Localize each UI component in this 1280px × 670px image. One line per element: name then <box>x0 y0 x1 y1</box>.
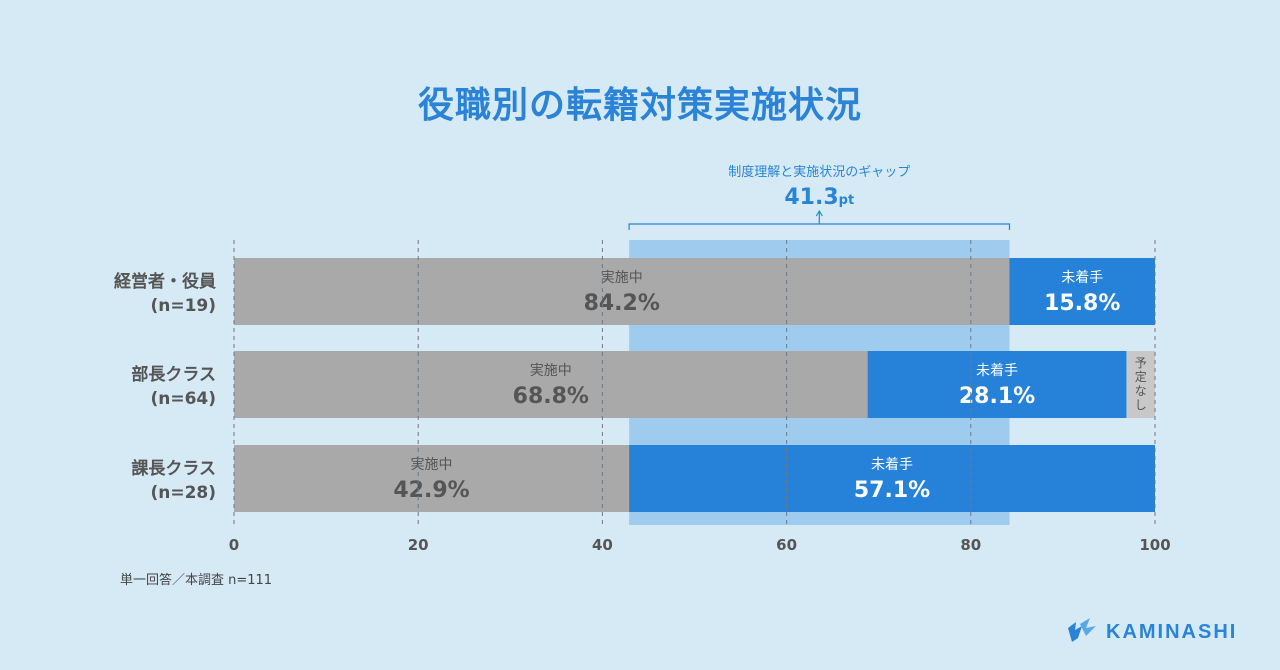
bar-not-started <box>867 351 1127 418</box>
gap-bracket <box>628 223 1011 230</box>
category-label: 経営者・役員 <box>114 271 216 292</box>
logo-text: KAMINASHI <box>1106 620 1238 643</box>
gap-arrowhead <box>815 209 823 217</box>
bar-value-label: 84.2% <box>584 291 660 316</box>
bar-value-label: 68.8% <box>513 384 589 409</box>
category-label: 部長クラス <box>131 364 216 385</box>
bar-series-label: 実施中 <box>530 363 572 379</box>
gap-value-number: 41.3 <box>784 185 838 210</box>
category-n-label: (n=28) <box>150 483 216 503</box>
x-tick-label: 60 <box>776 536 797 554</box>
bar-series-label: 実施中 <box>601 270 643 286</box>
gap-annotation-label: 制度理解と実施状況のギャップ <box>728 164 910 180</box>
bar-label-no-plan-char: 予 <box>1135 356 1147 370</box>
x-tick-label: 0 <box>229 536 239 554</box>
category-n-label: (n=19) <box>150 296 216 316</box>
bar-implemented <box>234 258 1010 325</box>
bar-not-started <box>1009 258 1155 325</box>
category-n-label: (n=64) <box>150 389 216 409</box>
bar-value-label: 57.1% <box>854 478 930 503</box>
x-tick-label: 80 <box>960 536 981 554</box>
bar-value-label: 15.8% <box>1044 291 1120 316</box>
bar-label-no-plan-char: な <box>1135 384 1147 398</box>
bar-not-started <box>629 445 1155 512</box>
bar-implemented <box>234 445 630 512</box>
x-tick-label: 20 <box>408 536 429 554</box>
kaminashi-logo: KAMINASHI <box>1066 618 1237 646</box>
bar-series-label: 未着手 <box>976 363 1018 379</box>
chart-title: 役職別の転籍対策実施状況 <box>417 85 862 126</box>
bar-label-no-plan-char: し <box>1135 398 1147 412</box>
bar-value-label: 28.1% <box>959 384 1035 409</box>
survey-note: 単一回答／本調査 n=111 <box>120 573 273 588</box>
bar-no-plan <box>1126 351 1155 418</box>
kaminashi-bird-icon <box>1068 618 1096 642</box>
gap-value-unit: pt <box>839 193 855 208</box>
x-tick-label: 100 <box>1139 536 1170 554</box>
bar-series-label: 未着手 <box>871 457 913 473</box>
category-label: 課長クラス <box>131 458 216 479</box>
bar-label-no-plan-char: 定 <box>1135 369 1147 384</box>
bar-series-label: 未着手 <box>1061 270 1103 286</box>
bar-value-label: 42.9% <box>393 478 469 503</box>
bar-series-label: 実施中 <box>411 457 453 473</box>
gap-annotation-value: 41.3pt <box>784 185 854 210</box>
bar-implemented <box>234 351 868 418</box>
x-tick-label: 40 <box>592 536 613 554</box>
